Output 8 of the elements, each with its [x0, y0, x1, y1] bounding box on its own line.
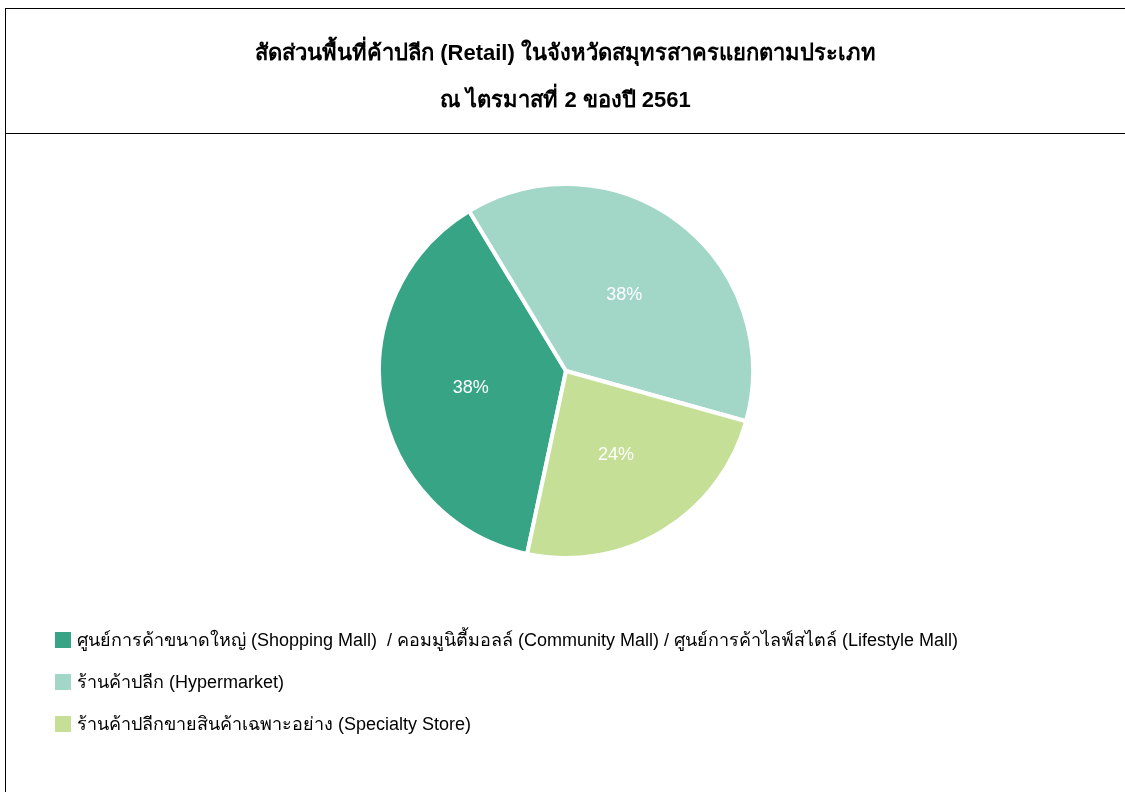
legend-label: ร้านค้าปลีก (Hypermarket)	[77, 672, 285, 692]
data-label: 24%	[597, 443, 635, 464]
legend-label: ร้านค้าปลีกขายสินค้าเฉพาะอย่าง (Specialty Store)	[77, 714, 472, 734]
chart-subtitle: ณ ไตรมาสที่ 2 ของปี 2561	[439, 82, 692, 114]
chart-title: สัดส่วนพื้นที่ค้าปลีก (Retail) ในจังหวัดสมุทรสาครแยกตามประเภท	[254, 35, 877, 68]
data-label: 38%	[606, 284, 643, 305]
legend-label: ศูนย์การค้าขนาดใหญ่ (Shopping Mall) / คอมมูนิตี้มอลล์ (Community Mall) / ศูนย์การค้าไลฟ์สไตล์ (Lifestyle Mall)	[77, 627, 959, 651]
data-label: 38%	[452, 377, 489, 398]
